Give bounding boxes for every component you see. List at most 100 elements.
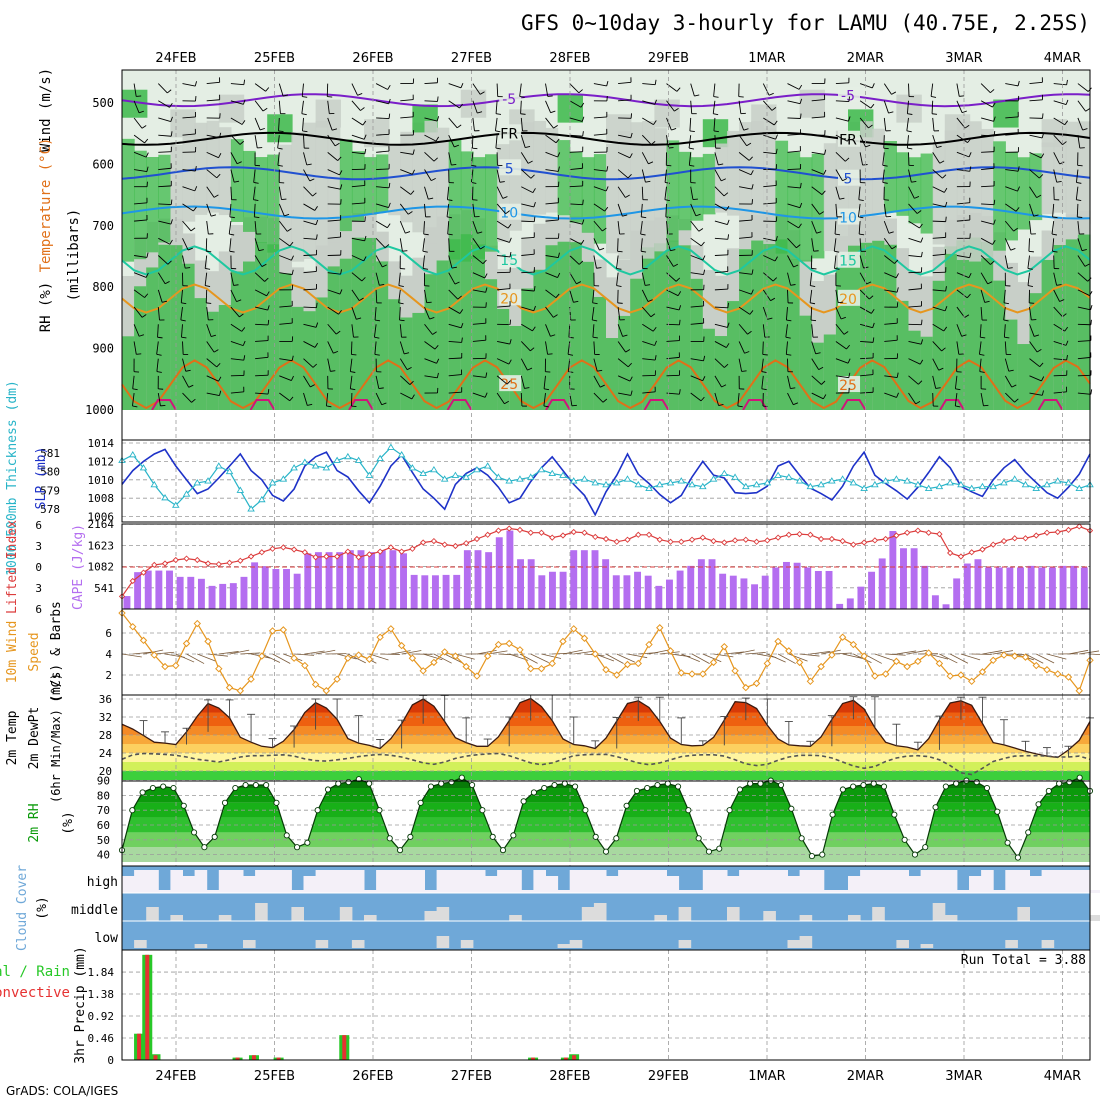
thickness-marker	[1043, 480, 1051, 488]
wind-barb-flag	[882, 164, 888, 167]
wind-barb-flag	[718, 163, 724, 166]
cloud-middle-clear	[436, 907, 450, 921]
thickness-marker	[569, 477, 578, 484]
wind-barb	[931, 100, 934, 114]
wind-barb-flag	[229, 216, 235, 219]
rh-marker	[1025, 829, 1032, 836]
isotherm-label-bg	[838, 208, 860, 225]
wind-barb	[835, 82, 849, 85]
wind-barb	[714, 220, 728, 226]
wind-barb	[714, 237, 728, 240]
wind-barb-flag	[907, 147, 913, 150]
wind-barb-flag	[315, 322, 319, 328]
wind-barb-flag	[533, 305, 536, 311]
surface-wind-barb	[175, 653, 195, 663]
wind-barb-flag	[751, 184, 754, 190]
cloud-high-clear	[472, 870, 486, 893]
wind-barb	[132, 392, 135, 406]
cape-bar	[857, 586, 865, 609]
wind-barb-flag	[1017, 186, 1020, 192]
wind-barb	[400, 151, 414, 155]
wind-speed-marker	[440, 648, 449, 656]
wind-barb-flag	[847, 358, 851, 364]
rh-mid-band	[448, 139, 462, 260]
li-marker	[742, 536, 749, 543]
thickness-tick: 578	[40, 503, 60, 516]
wind-barb	[206, 307, 209, 321]
wind-barb-flag	[436, 358, 440, 364]
wind-barb	[664, 169, 667, 183]
wind-barb-flag	[423, 233, 429, 236]
rh-green-band	[388, 299, 401, 410]
wind-barb	[593, 358, 598, 372]
wind-barb	[254, 221, 257, 235]
wind-barb	[545, 83, 549, 97]
precip-tick: 0.46	[88, 1032, 115, 1045]
li-marker	[538, 529, 545, 536]
wind-barb-flag	[360, 107, 365, 111]
wind-barb-flag	[1041, 376, 1045, 382]
precip-convective-bar	[145, 954, 150, 1060]
wind-barb	[1029, 99, 1043, 102]
wind-barb-flag	[750, 289, 754, 295]
rh-marker	[633, 787, 640, 795]
li-marker	[1000, 537, 1008, 545]
li-marker	[688, 536, 696, 543]
li-marker	[258, 549, 265, 556]
rh-green-band	[1041, 259, 1055, 410]
wind-barb	[255, 356, 269, 360]
wind-barb	[206, 341, 215, 353]
wind-barb-flag	[170, 219, 173, 225]
wind-speed-marker	[623, 660, 632, 669]
wind-barb-flag	[472, 199, 478, 201]
wind-barb	[641, 169, 646, 183]
li-marker	[850, 541, 857, 548]
wind-barb	[1075, 186, 1079, 200]
cape-bar	[602, 559, 610, 609]
rh-green-band	[618, 315, 631, 410]
wind-barb-flag	[316, 234, 318, 240]
wind-barb-flag	[557, 272, 561, 278]
wind-barb	[424, 375, 438, 379]
wind-tick: 6	[105, 627, 112, 640]
wind-barb-flag	[1039, 362, 1044, 367]
wind-barb	[908, 203, 918, 214]
wind-barb	[1077, 117, 1084, 131]
cloud-middle-clear	[339, 907, 353, 921]
rh-mid-band	[727, 130, 740, 216]
wind-barb-flag	[695, 213, 701, 217]
cloud-middle-clear	[1090, 915, 1100, 921]
wind-barb-flag	[654, 355, 657, 361]
wind-barb-flag	[446, 216, 453, 219]
wind-speed-line	[121, 612, 1091, 693]
wind-barb-flag	[819, 211, 824, 215]
wind-barb	[690, 272, 704, 276]
surface-wind-barb	[896, 650, 917, 655]
wind-barb	[376, 133, 390, 136]
wind-barb-flag	[678, 305, 682, 311]
cape-bar	[889, 530, 897, 609]
wind-barb	[930, 83, 934, 97]
cloud-high-clear	[944, 870, 958, 893]
isotherm-5	[121, 166, 1091, 181]
surface-wind-barb	[347, 653, 366, 664]
wind-barb	[494, 117, 498, 131]
thickness-marker	[1010, 475, 1019, 482]
wind-barb	[809, 289, 813, 303]
wind-barb-flag	[800, 113, 802, 119]
wind-barb	[835, 289, 839, 303]
wind-barb	[472, 238, 481, 250]
wind-barb	[279, 255, 292, 261]
wind-barb-flag	[648, 161, 654, 165]
wind-barb	[714, 152, 719, 166]
wind-barb	[859, 255, 864, 269]
wind-barb	[230, 391, 244, 394]
slp-label: SLP (mb)	[34, 447, 49, 510]
wind-barb	[448, 357, 462, 360]
wind-barb	[156, 358, 159, 372]
wind-barb	[569, 237, 582, 245]
wind-barb	[157, 255, 169, 265]
thickness-marker	[279, 475, 288, 482]
wind-barb	[399, 203, 409, 215]
wind-barb	[859, 289, 870, 300]
